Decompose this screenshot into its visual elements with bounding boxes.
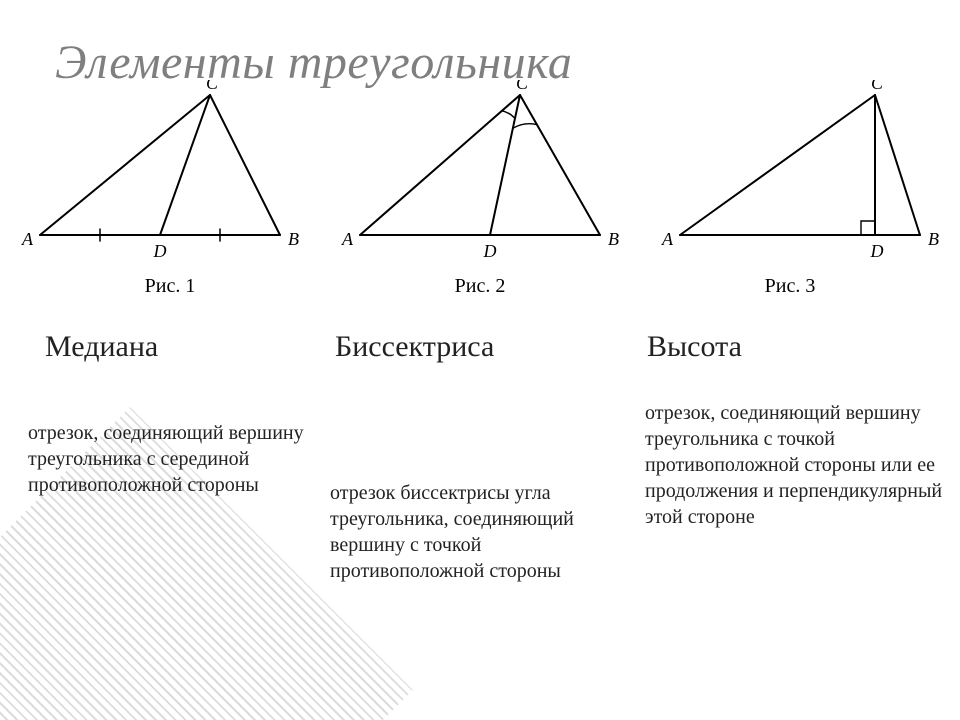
- heading-bisector: Биссектриса: [335, 330, 494, 364]
- svg-text:A: A: [21, 229, 34, 249]
- svg-text:D: D: [483, 241, 497, 261]
- svg-median: A B C D: [10, 80, 310, 280]
- heading-altitude: Высота: [647, 330, 742, 364]
- svg-altitude: A B C D: [650, 80, 950, 280]
- caption-fig3: Рис. 3: [640, 275, 940, 298]
- diagram-altitude: A B C D: [650, 80, 950, 280]
- svg-text:B: B: [928, 229, 939, 249]
- diagram-row: A B C D A B C D A B C D: [0, 80, 960, 280]
- svg-text:D: D: [870, 241, 884, 261]
- svg-text:C: C: [516, 80, 529, 93]
- svg-text:A: A: [341, 229, 354, 249]
- desc-altitude: отрезок, соединяющий вершину треугольник…: [645, 400, 945, 530]
- caption-fig2: Рис. 2: [330, 275, 630, 298]
- page-root: Элементы треугольника ABCD ABCD ABCD Рис…: [0, 0, 960, 720]
- diagram-bisector: A B C D: [330, 80, 630, 280]
- caption-fig1: Рис. 1: [20, 275, 320, 298]
- svg-text:C: C: [206, 80, 219, 93]
- svg-text:C: C: [871, 80, 884, 93]
- svg-text:B: B: [288, 229, 299, 249]
- svg-bisector: A B C D: [330, 80, 630, 280]
- diagram-median: A B C D: [10, 80, 310, 280]
- svg-text:A: A: [661, 229, 674, 249]
- desc-median: отрезок, соединяющий вершину треугольник…: [28, 420, 328, 498]
- svg-text:B: B: [608, 229, 619, 249]
- svg-text:D: D: [153, 241, 167, 261]
- heading-median: Медиана: [45, 330, 158, 364]
- desc-bisector: отрезок биссектрисы угла треугольника, с…: [330, 480, 610, 584]
